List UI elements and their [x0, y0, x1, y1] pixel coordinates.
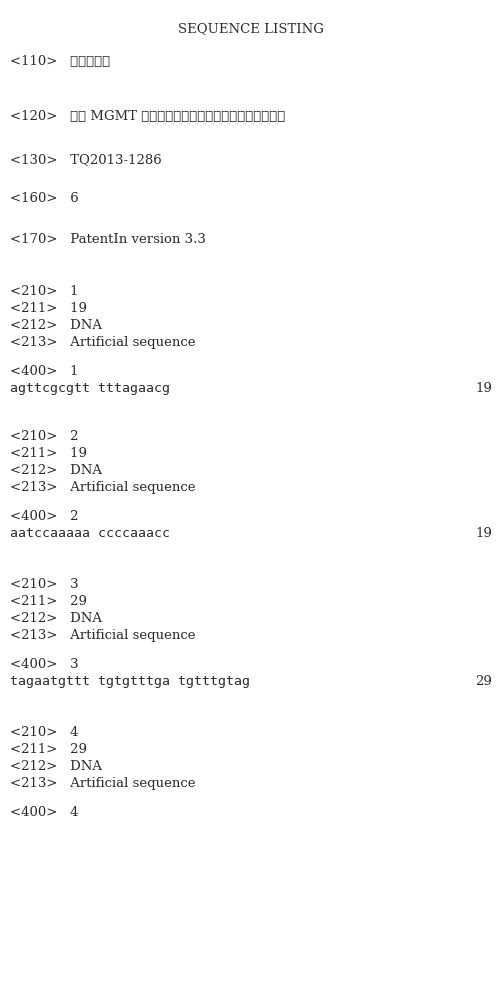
Text: <110>   北京海斯特: <110> 北京海斯特	[10, 55, 110, 68]
Text: <130>   TQ2013-1286: <130> TQ2013-1286	[10, 153, 161, 166]
Text: <160>   6: <160> 6	[10, 192, 79, 205]
Text: <400>   2: <400> 2	[10, 510, 78, 523]
Text: <211>   19: <211> 19	[10, 447, 87, 460]
Text: aatccaaaaa ccccaaacc: aatccaaaaa ccccaaacc	[10, 527, 170, 540]
Text: <400>   3: <400> 3	[10, 658, 79, 671]
Text: <211>   19: <211> 19	[10, 302, 87, 315]
Text: <212>   DNA: <212> DNA	[10, 612, 102, 625]
Text: <400>   1: <400> 1	[10, 365, 78, 378]
Text: <213>   Artificial sequence: <213> Artificial sequence	[10, 629, 195, 642]
Text: <210>   3: <210> 3	[10, 578, 79, 591]
Text: 19: 19	[474, 527, 491, 540]
Text: <210>   1: <210> 1	[10, 285, 78, 298]
Text: <213>   Artificial sequence: <213> Artificial sequence	[10, 336, 195, 349]
Text: 19: 19	[474, 382, 491, 395]
Text: <213>   Artificial sequence: <213> Artificial sequence	[10, 481, 195, 494]
Text: <212>   DNA: <212> DNA	[10, 464, 102, 477]
Text: tagaatgttt tgtgtttga tgtttgtag: tagaatgttt tgtgtttga tgtttgtag	[10, 675, 249, 688]
Text: <210>   2: <210> 2	[10, 430, 78, 443]
Text: SEQUENCE LISTING: SEQUENCE LISTING	[178, 22, 323, 35]
Text: <400>   4: <400> 4	[10, 806, 78, 819]
Text: <210>   4: <210> 4	[10, 726, 78, 739]
Text: <170>   PatentIn version 3.3: <170> PatentIn version 3.3	[10, 233, 205, 246]
Text: <211>   29: <211> 29	[10, 595, 87, 608]
Text: <212>   DNA: <212> DNA	[10, 760, 102, 773]
Text: <120>   检测 MGMT 基因甲基化的引物和试剂盒及其使用方法: <120> 检测 MGMT 基因甲基化的引物和试剂盒及其使用方法	[10, 110, 285, 123]
Text: <213>   Artificial sequence: <213> Artificial sequence	[10, 777, 195, 790]
Text: <211>   29: <211> 29	[10, 743, 87, 756]
Text: <212>   DNA: <212> DNA	[10, 319, 102, 332]
Text: 29: 29	[474, 675, 491, 688]
Text: agttcgcgtt tttagaacg: agttcgcgtt tttagaacg	[10, 382, 170, 395]
